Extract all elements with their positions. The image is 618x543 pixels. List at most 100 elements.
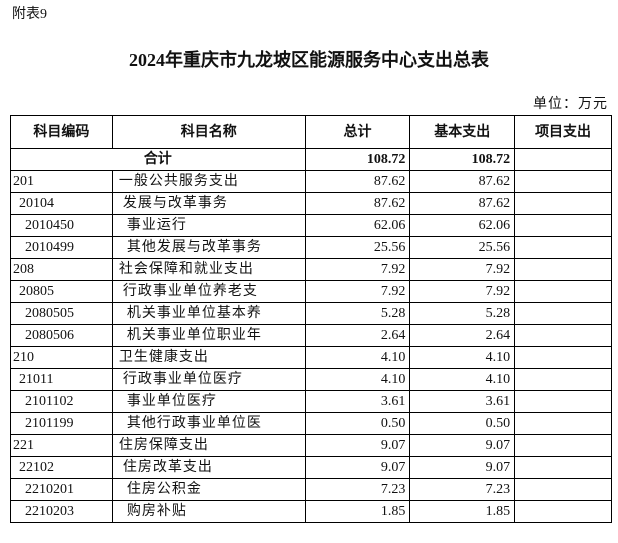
code: 2080506 — [10, 324, 113, 347]
name: 机关事业单位基本养 — [111, 302, 306, 325]
empty-cell — [514, 302, 612, 325]
data-row: 2010499 其他发展与改革事务 25.56 25.56 — [10, 236, 612, 259]
empty-cell — [514, 434, 612, 457]
basic: 9.07 — [409, 456, 516, 479]
total: 7.23 — [304, 478, 411, 501]
data-row: 21011 行政事业单位医疗 4.10 4.10 — [10, 368, 612, 391]
code: 20805 — [10, 280, 113, 303]
empty-cell — [514, 192, 612, 215]
name: 其他发展与改革事务 — [111, 236, 306, 259]
total: 62.06 — [304, 214, 411, 237]
total: 87.62 — [304, 170, 411, 193]
basic: 1.85 — [409, 500, 516, 523]
name: 其他行政事业单位医 — [111, 412, 306, 435]
data-row: 2080505 机关事业单位基本养 5.28 5.28 — [10, 302, 612, 325]
data-row: 2010450 事业运行 62.06 62.06 — [10, 214, 612, 237]
total: 2.64 — [304, 324, 411, 347]
code: 2210201 — [10, 478, 113, 501]
total: 9.07 — [304, 434, 411, 457]
name: 住房改革支出 — [111, 456, 306, 479]
basic: 5.28 — [409, 302, 516, 325]
data-row: 22102 住房改革支出 9.07 9.07 — [10, 456, 612, 479]
header-row: 科目编码 科目名称 总计 基本支出 项目支出 — [10, 115, 612, 149]
basic: 7.92 — [409, 280, 516, 303]
name: 事业运行 — [111, 214, 306, 237]
data-row: 20104 发展与改革事务 87.62 87.62 — [10, 192, 612, 215]
empty-cell — [514, 170, 612, 193]
empty-cell — [514, 368, 612, 391]
column-header: 总计 — [304, 115, 411, 149]
data-row: 2210201 住房公积金 7.23 7.23 — [10, 478, 612, 501]
name: 事业单位医疗 — [111, 390, 306, 413]
data-row: 208 社会保障和就业支出 7.92 7.92 — [10, 258, 612, 281]
data-row: 2080506 机关事业单位职业年 2.64 2.64 — [10, 324, 612, 347]
code: 210 — [10, 346, 113, 369]
data-row: 221 住房保障支出 9.07 9.07 — [10, 434, 612, 457]
column-header: 科目编码 — [10, 115, 113, 149]
basic: 7.23 — [409, 478, 516, 501]
name: 购房补贴 — [111, 500, 306, 523]
code: 2101102 — [10, 390, 113, 413]
code: 2010450 — [10, 214, 113, 237]
basic: 3.61 — [409, 390, 516, 413]
data-row: 2101199 其他行政事业单位医 0.50 0.50 — [10, 412, 612, 435]
empty-cell — [514, 412, 612, 435]
code: 2010499 — [10, 236, 113, 259]
data-row: 201 一般公共服务支出 87.62 87.62 — [10, 170, 612, 193]
code: 201 — [10, 170, 113, 193]
column-header: 基本支出 — [409, 115, 516, 149]
title: 2024年重庆市九龙坡区能源服务中心支出总表 — [129, 50, 489, 70]
code: 21011 — [10, 368, 113, 391]
code: 2080505 — [10, 302, 113, 325]
note: 附表9 — [12, 7, 47, 22]
name: 行政事业单位养老支 — [111, 280, 306, 303]
empty-cell — [514, 148, 612, 171]
name: 卫生健康支出 — [111, 346, 306, 369]
data-row: 2210203 购房补贴 1.85 1.85 — [10, 500, 612, 523]
unit: 单位：万元 — [533, 97, 608, 112]
column-header: 项目支出 — [514, 115, 612, 149]
total: 7.92 — [304, 280, 411, 303]
empty-cell — [514, 324, 612, 347]
name: 发展与改革事务 — [111, 192, 306, 215]
total: 4.10 — [304, 346, 411, 369]
basic: 7.92 — [409, 258, 516, 281]
code: 20104 — [10, 192, 113, 215]
empty-cell — [514, 478, 612, 501]
table-body: 合计 108.72 108.72 201 一般公共服务支出 87.62 87.62 20104… — [10, 148, 612, 523]
name: 社会保障和就业支出 — [111, 258, 306, 281]
total: 7.92 — [304, 258, 411, 281]
code: 208 — [10, 258, 113, 281]
total: 87.62 — [304, 192, 411, 215]
empty-cell — [514, 390, 612, 413]
data-row: 2101102 事业单位医疗 3.61 3.61 — [10, 390, 612, 413]
expense-table: 科目编码 科目名称 总计 基本支出 项目支出 合计 108.72 108.72 201 一般公共… — [10, 115, 612, 523]
total-row: 合计 108.72 108.72 — [10, 148, 612, 171]
total: 4.10 — [304, 368, 411, 391]
total-value: 108.72 — [409, 148, 516, 171]
empty-cell — [514, 258, 612, 281]
total: 9.07 — [304, 456, 411, 479]
total: 3.61 — [304, 390, 411, 413]
empty-cell — [514, 236, 612, 259]
empty-cell — [514, 346, 612, 369]
basic: 87.62 — [409, 192, 516, 215]
data-row: 210 卫生健康支出 4.10 4.10 — [10, 346, 612, 369]
name: 机关事业单位职业年 — [111, 324, 306, 347]
basic: 62.06 — [409, 214, 516, 237]
name: 住房保障支出 — [111, 434, 306, 457]
basic: 9.07 — [409, 434, 516, 457]
total: 0.50 — [304, 412, 411, 435]
total: 5.28 — [304, 302, 411, 325]
empty-cell — [514, 456, 612, 479]
name: 住房公积金 — [111, 478, 306, 501]
basic: 4.10 — [409, 346, 516, 369]
total-value: 108.72 — [304, 148, 411, 171]
code: 2101199 — [10, 412, 113, 435]
total: 1.85 — [304, 500, 411, 523]
basic: 4.10 — [409, 368, 516, 391]
code: 221 — [10, 434, 113, 457]
empty-cell — [514, 214, 612, 237]
total-label: 合计 — [10, 148, 306, 171]
